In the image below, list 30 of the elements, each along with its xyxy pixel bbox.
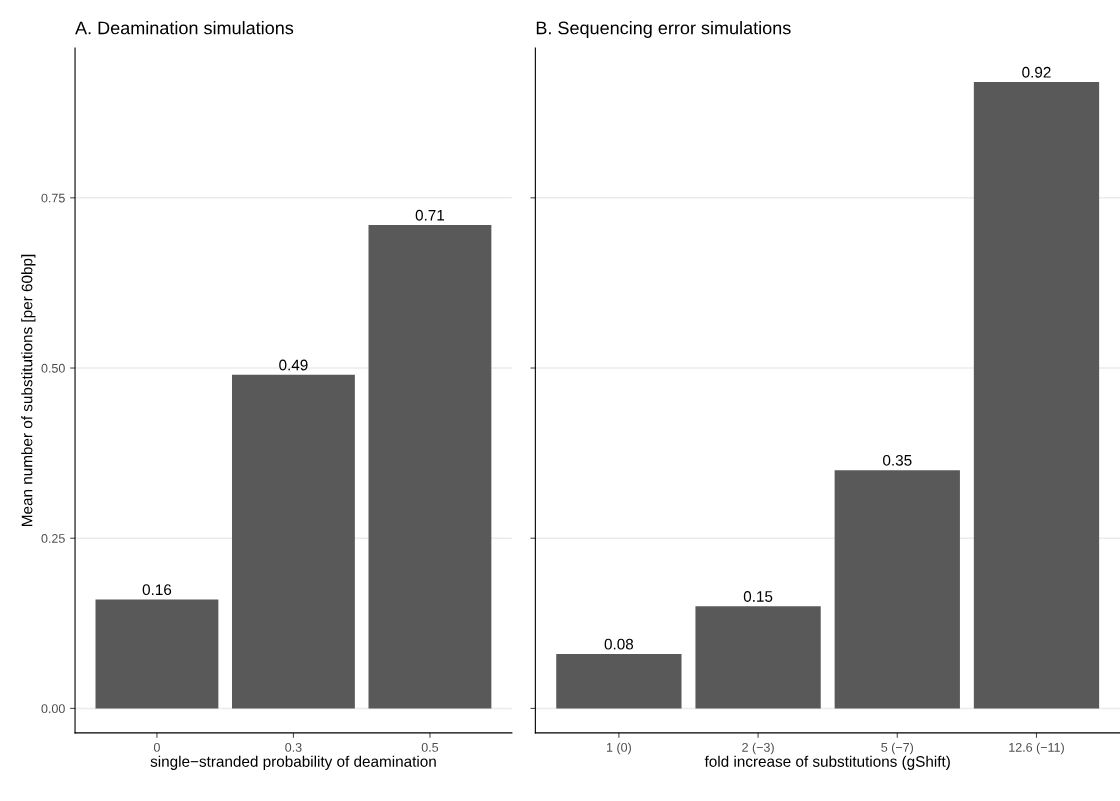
data-label: 0.16 bbox=[142, 584, 172, 596]
data-label: 0.08 bbox=[604, 638, 634, 650]
x-tick-label: 0.3 bbox=[285, 742, 302, 752]
x-axis-title: single−stranded probability of deamination bbox=[150, 755, 436, 770]
chart-title: A. Deamination simulations bbox=[75, 21, 294, 35]
data-label: 0.92 bbox=[1022, 66, 1051, 78]
chart-title: B. Sequencing error simulations bbox=[536, 21, 791, 38]
x-tick-label: 2 (−3) bbox=[742, 742, 774, 755]
y-tick-label: 0.75 bbox=[41, 193, 65, 203]
data-label: 0.15 bbox=[743, 591, 773, 602]
x-tick-label: 1 (0) bbox=[606, 742, 631, 755]
bar bbox=[232, 374, 355, 709]
y-tick-label: 0.25 bbox=[41, 534, 65, 543]
y-tick-label: 0.50 bbox=[41, 363, 65, 373]
x-axis-title: fold increase of substitutions (gShift) bbox=[704, 755, 950, 770]
bar bbox=[556, 653, 682, 709]
y-tick-label: 0.00 bbox=[41, 704, 65, 714]
data-label: 0.49 bbox=[279, 359, 308, 371]
bar bbox=[95, 599, 219, 709]
data-label: 0.71 bbox=[415, 209, 445, 221]
x-tick-label: 12.6 (−11) bbox=[1009, 742, 1064, 755]
data-label: 0.35 bbox=[883, 454, 912, 466]
x-tick-label: 0 bbox=[153, 742, 160, 752]
bar bbox=[834, 470, 960, 709]
bar bbox=[695, 606, 821, 709]
x-tick-label: 0.5 bbox=[421, 742, 439, 752]
bar bbox=[368, 225, 492, 709]
x-tick-label: 5 (−7) bbox=[881, 742, 914, 755]
bar bbox=[973, 82, 1100, 709]
y-axis-title: Mean number of substitutions [per 60bp] bbox=[21, 254, 36, 526]
